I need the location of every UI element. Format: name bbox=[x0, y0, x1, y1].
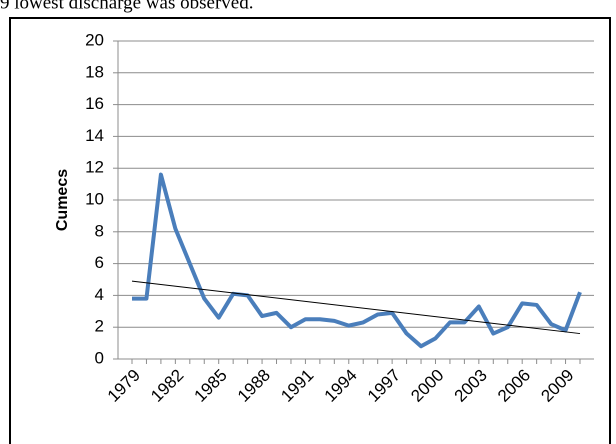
document-text: 9 lowest discharge was observed. bbox=[0, 0, 253, 13]
y-tick-label: 6 bbox=[95, 253, 104, 272]
trend-line bbox=[131, 280, 581, 335]
x-tick-label: 2003 bbox=[451, 366, 491, 406]
y-tick-label: 18 bbox=[85, 62, 104, 81]
y-tick-label: 12 bbox=[85, 158, 104, 177]
x-tick-label: 1994 bbox=[321, 366, 361, 406]
x-tick-label: 1985 bbox=[191, 366, 231, 406]
chart-frame bbox=[9, 17, 611, 444]
x-tick-label: 1991 bbox=[277, 366, 317, 406]
y-tick-label: 4 bbox=[95, 285, 104, 304]
y-tick-label: 0 bbox=[95, 348, 104, 367]
y-axis-label: Cumecs bbox=[54, 169, 71, 231]
data-line bbox=[132, 172, 582, 349]
y-tick-label: 14 bbox=[85, 126, 104, 145]
x-tick-label: 2009 bbox=[537, 366, 577, 406]
y-tick-label: 16 bbox=[85, 94, 104, 113]
y-tick-label: 8 bbox=[95, 221, 104, 240]
x-tick-label: 1982 bbox=[147, 366, 187, 406]
x-tick-label: 2000 bbox=[407, 366, 447, 406]
x-tick-label: 1988 bbox=[234, 366, 274, 406]
x-tick-label: 2006 bbox=[494, 366, 534, 406]
y-tick-label: 10 bbox=[85, 189, 104, 208]
y-tick-label: 2 bbox=[95, 317, 104, 336]
y-tick-label: 20 bbox=[85, 30, 104, 49]
x-tick-label: 1997 bbox=[364, 366, 404, 406]
x-tick-label: 1979 bbox=[104, 366, 144, 406]
